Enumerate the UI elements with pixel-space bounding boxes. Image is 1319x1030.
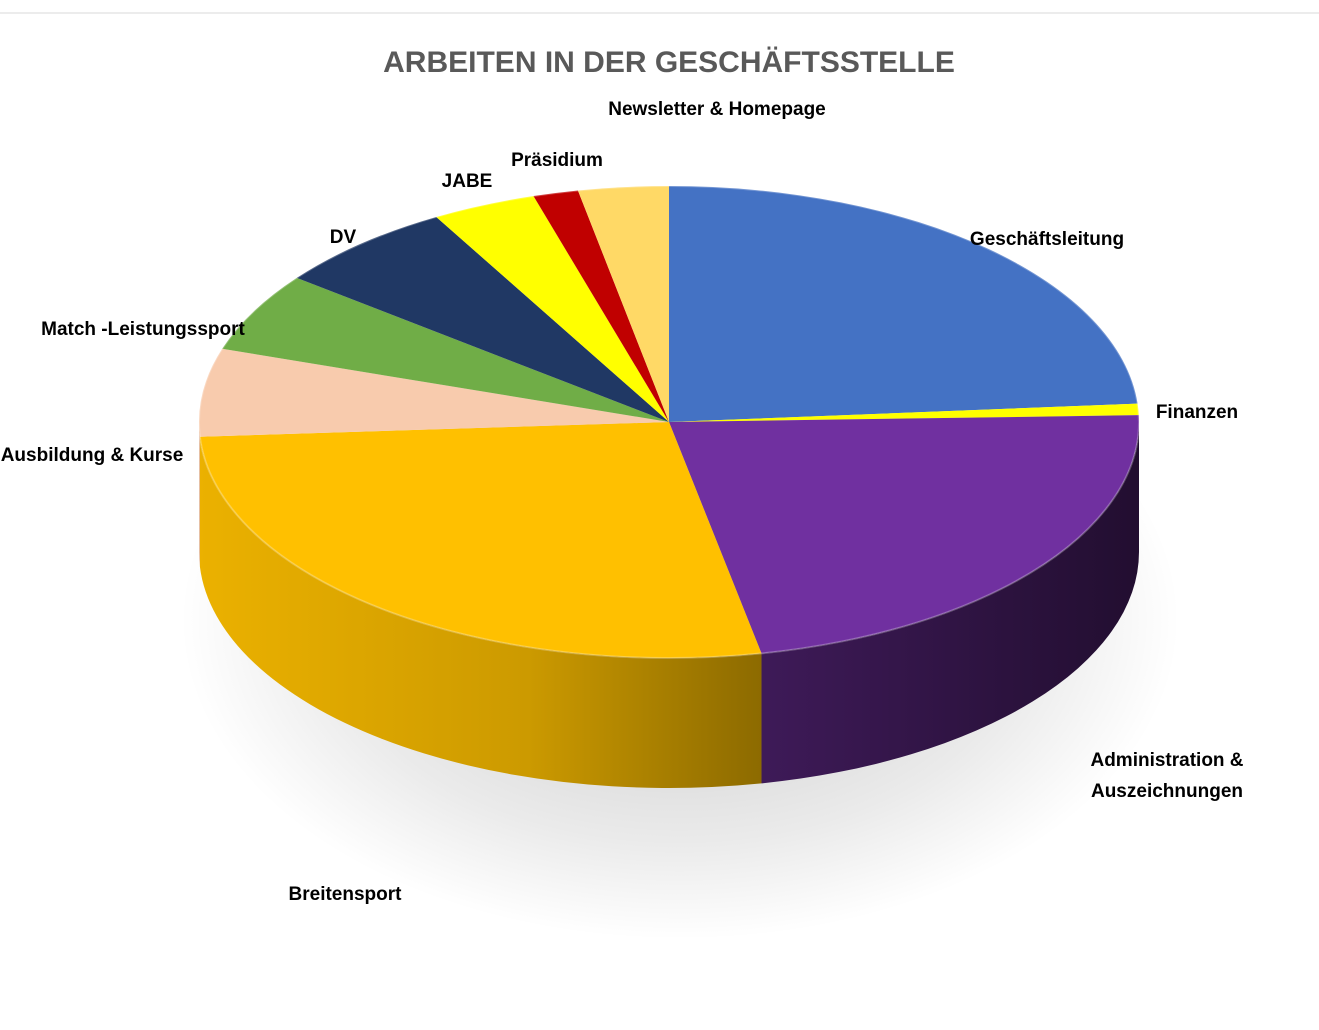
- slice-label-administration-auszeichnungen: Administration & Auszeichnungen: [1090, 750, 1243, 802]
- slice-label-newsletter-homepage: Newsletter & Homepage: [608, 99, 826, 120]
- slice-label-jabe: JABE: [442, 171, 493, 192]
- slice-side-ausbildung-kurse: [199, 422, 200, 567]
- pie-slices: [198, 185, 1140, 659]
- slice-label-finanzen: Finanzen: [1156, 402, 1238, 423]
- pie-sides: [199, 422, 1139, 788]
- slice-dv: [296, 216, 669, 422]
- slice-label-präsidium: Präsidium: [511, 150, 603, 171]
- slice-breitensport: [199, 422, 762, 658]
- pie-rim: [198, 185, 1140, 659]
- slice-administration-auszeichnungen: [669, 415, 1139, 654]
- slice-finanzen: [669, 403, 1139, 422]
- slice-jabe: [436, 196, 669, 422]
- slice-label-breitensport: Breitensport: [289, 884, 403, 905]
- slice-label-dv: DV: [330, 227, 357, 248]
- slice-newsletter-homepage: [577, 186, 669, 422]
- chart-title: ARBEITEN IN DER GESCHÄFTSSTELLE: [383, 46, 955, 79]
- pie-labels: Geschäftsleitung Finanzen Administration &…: [1, 99, 1244, 905]
- slice-ausbildung-kurse: [198, 348, 669, 437]
- slice-geschäftsleitung: [669, 186, 1138, 422]
- slice-label-match-leistungssport: Match -Leistungssport: [41, 319, 245, 340]
- slice-match-leistungssport: [222, 277, 669, 422]
- slice-label-geschäftsleitung: Geschäftsleitung: [970, 229, 1124, 250]
- slice-präsidium: [533, 190, 669, 422]
- slice-side-breitensport: [199, 436, 762, 788]
- slice-label-ausbildung-kurse: Ausbildung & Kurse: [1, 445, 184, 466]
- slice-side-administration-auszeichnungen: [761, 422, 1139, 784]
